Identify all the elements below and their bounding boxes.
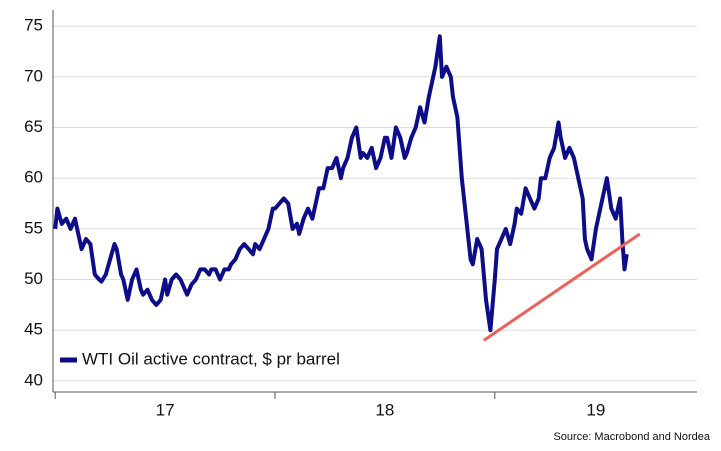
- y-tick-label: 45: [24, 320, 43, 339]
- x-tick-label: 19: [586, 400, 605, 419]
- data-line: [53, 34, 629, 333]
- y-tick-label: 75: [24, 16, 43, 35]
- legend-label: WTI Oil active contract, $ pr barrel: [82, 349, 340, 368]
- x-tick-label: 18: [375, 400, 394, 419]
- x-tick-label: 17: [156, 400, 175, 419]
- trend-line: [482, 232, 641, 342]
- source-note: Source: Macrobond and Nordea: [553, 431, 710, 443]
- y-tick-label: 50: [24, 269, 43, 288]
- y-tick-label: 65: [24, 117, 43, 136]
- y-tick-label: 55: [24, 218, 43, 237]
- y-tick-label: 40: [24, 370, 43, 389]
- y-tick-label: 60: [24, 168, 43, 187]
- y-tick-label: 70: [24, 66, 43, 85]
